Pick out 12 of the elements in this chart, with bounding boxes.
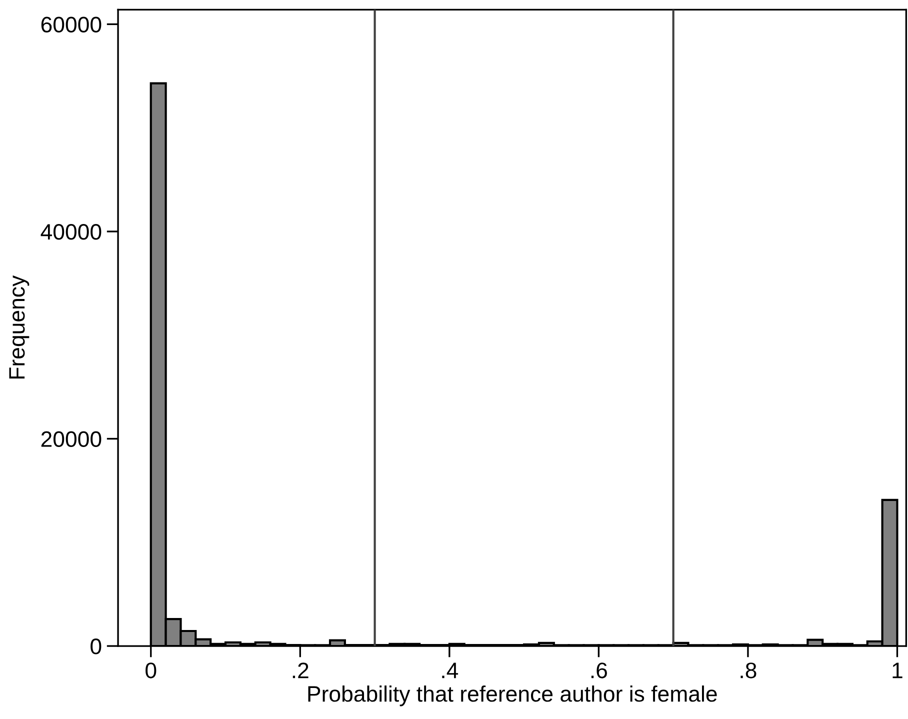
x-tick-label: .4	[442, 662, 458, 678]
x-tick-label: 1	[892, 662, 902, 678]
x-tick-label: .2	[292, 662, 308, 678]
x-tick-label: .6	[591, 662, 607, 678]
y-tick-label: 60000	[41, 16, 102, 32]
y-tick-label: 20000	[41, 431, 102, 448]
x-tick-label: .8	[740, 662, 756, 678]
y-axis-title: Frequency	[9, 275, 30, 379]
x-tick-label: 0	[146, 662, 156, 678]
y-tick-label: 40000	[40, 224, 102, 240]
y-tick-label: 0	[90, 638, 102, 654]
x-axis-title: Probability that reference author is female	[308, 685, 717, 706]
